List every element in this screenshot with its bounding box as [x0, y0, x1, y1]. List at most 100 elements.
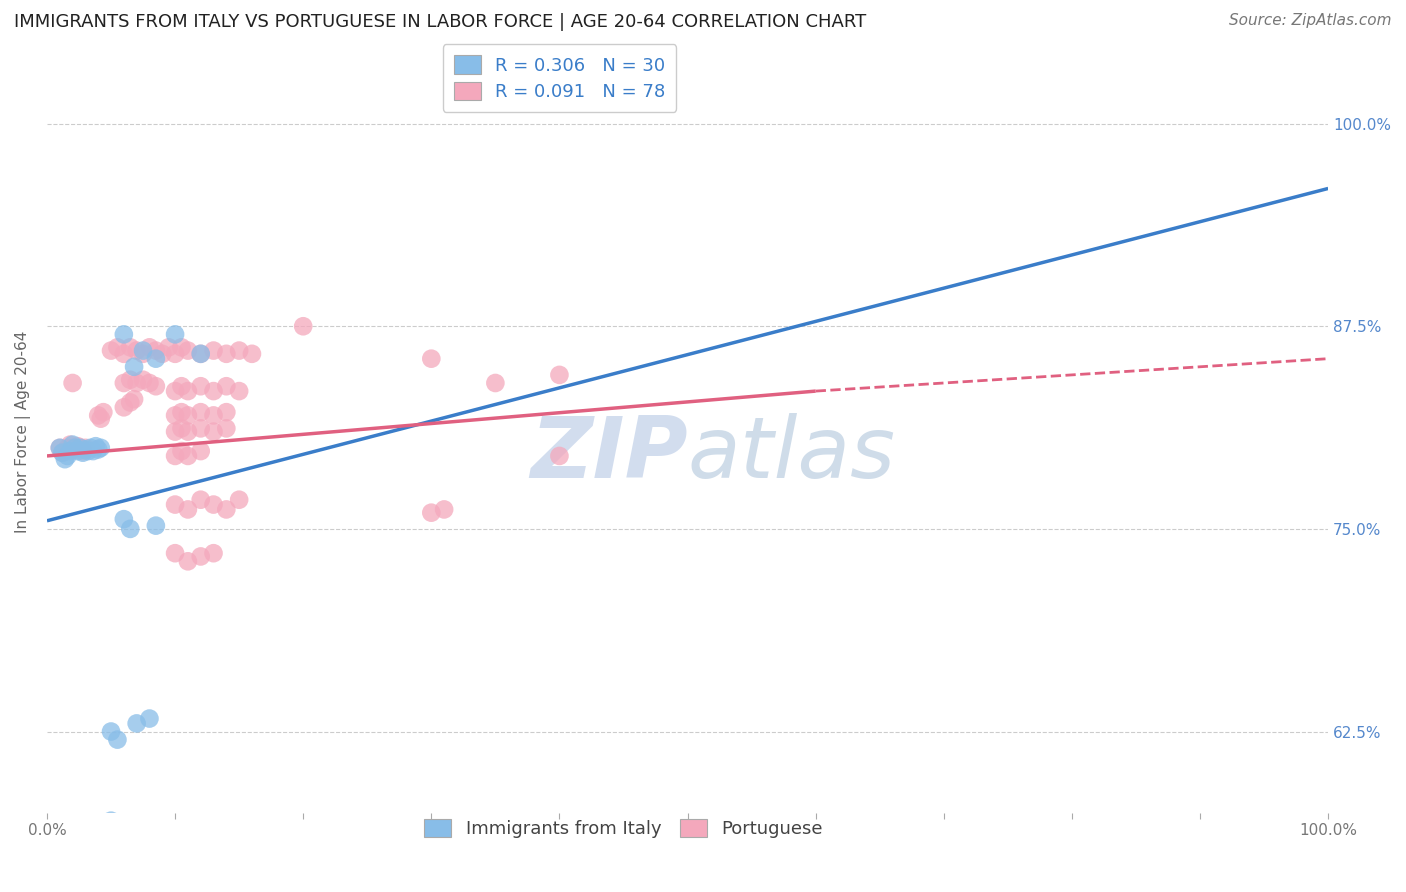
Point — [79, 441, 101, 455]
Point — [112, 376, 135, 390]
Point — [145, 343, 167, 358]
Legend: Immigrants from Italy, Portuguese: Immigrants from Italy, Portuguese — [418, 812, 830, 846]
Point — [63, 441, 86, 455]
Point — [215, 502, 238, 516]
Point — [120, 522, 142, 536]
Point — [145, 379, 167, 393]
Point — [122, 359, 145, 374]
Point — [77, 444, 100, 458]
Point — [190, 549, 212, 564]
Point — [165, 449, 187, 463]
Point — [548, 449, 571, 463]
Point — [202, 546, 225, 560]
Point — [100, 724, 122, 739]
Point — [56, 441, 79, 455]
Point — [420, 506, 443, 520]
Point — [125, 343, 148, 358]
Point — [62, 437, 84, 451]
Point — [53, 444, 76, 458]
Point — [177, 409, 200, 423]
Point — [132, 347, 155, 361]
Point — [69, 441, 91, 455]
Point — [66, 444, 89, 458]
Point — [177, 343, 200, 358]
Point — [145, 518, 167, 533]
Point — [82, 444, 104, 458]
Point — [190, 421, 212, 435]
Point — [157, 340, 180, 354]
Point — [120, 373, 142, 387]
Point — [138, 712, 160, 726]
Point — [66, 439, 89, 453]
Point — [190, 444, 212, 458]
Point — [484, 376, 506, 390]
Point — [215, 405, 238, 419]
Point — [93, 405, 115, 419]
Point — [138, 340, 160, 354]
Point — [49, 441, 72, 455]
Point — [120, 395, 142, 409]
Point — [202, 425, 225, 439]
Point — [165, 327, 187, 342]
Point — [177, 502, 200, 516]
Point — [100, 830, 122, 844]
Point — [112, 512, 135, 526]
Point — [202, 343, 225, 358]
Point — [75, 441, 97, 455]
Point — [190, 492, 212, 507]
Point — [177, 384, 200, 398]
Point — [145, 351, 167, 366]
Point — [132, 373, 155, 387]
Point — [177, 554, 200, 568]
Point — [87, 409, 110, 423]
Point — [150, 347, 173, 361]
Point — [120, 340, 142, 354]
Point — [170, 405, 193, 419]
Point — [112, 327, 135, 342]
Point — [170, 379, 193, 393]
Point — [107, 340, 129, 354]
Point — [202, 409, 225, 423]
Point — [112, 347, 135, 361]
Text: ZIP: ZIP — [530, 413, 688, 496]
Point — [190, 379, 212, 393]
Point — [170, 444, 193, 458]
Point — [107, 732, 129, 747]
Point — [112, 401, 135, 415]
Point — [170, 421, 193, 435]
Point — [87, 442, 110, 457]
Y-axis label: In Labor Force | Age 20-64: In Labor Force | Age 20-64 — [15, 330, 31, 533]
Point — [215, 347, 238, 361]
Point — [165, 546, 187, 560]
Point — [165, 425, 187, 439]
Point — [240, 347, 263, 361]
Point — [84, 439, 107, 453]
Text: atlas: atlas — [688, 413, 896, 496]
Point — [420, 351, 443, 366]
Point — [138, 376, 160, 390]
Point — [62, 376, 84, 390]
Point — [59, 444, 82, 458]
Point — [190, 405, 212, 419]
Point — [72, 446, 94, 460]
Point — [63, 442, 86, 457]
Point — [165, 498, 187, 512]
Point — [59, 437, 82, 451]
Point — [177, 425, 200, 439]
Point — [90, 411, 112, 425]
Point — [122, 392, 145, 407]
Point — [90, 441, 112, 455]
Point — [125, 376, 148, 390]
Point — [132, 343, 155, 358]
Point — [215, 379, 238, 393]
Point — [202, 498, 225, 512]
Point — [170, 340, 193, 354]
Point — [202, 384, 225, 398]
Point — [228, 384, 250, 398]
Point — [177, 449, 200, 463]
Text: IMMIGRANTS FROM ITALY VS PORTUGUESE IN LABOR FORCE | AGE 20-64 CORRELATION CHART: IMMIGRANTS FROM ITALY VS PORTUGUESE IN L… — [14, 13, 866, 31]
Point — [228, 492, 250, 507]
Point — [93, 822, 115, 836]
Point — [69, 441, 91, 455]
Point — [165, 347, 187, 361]
